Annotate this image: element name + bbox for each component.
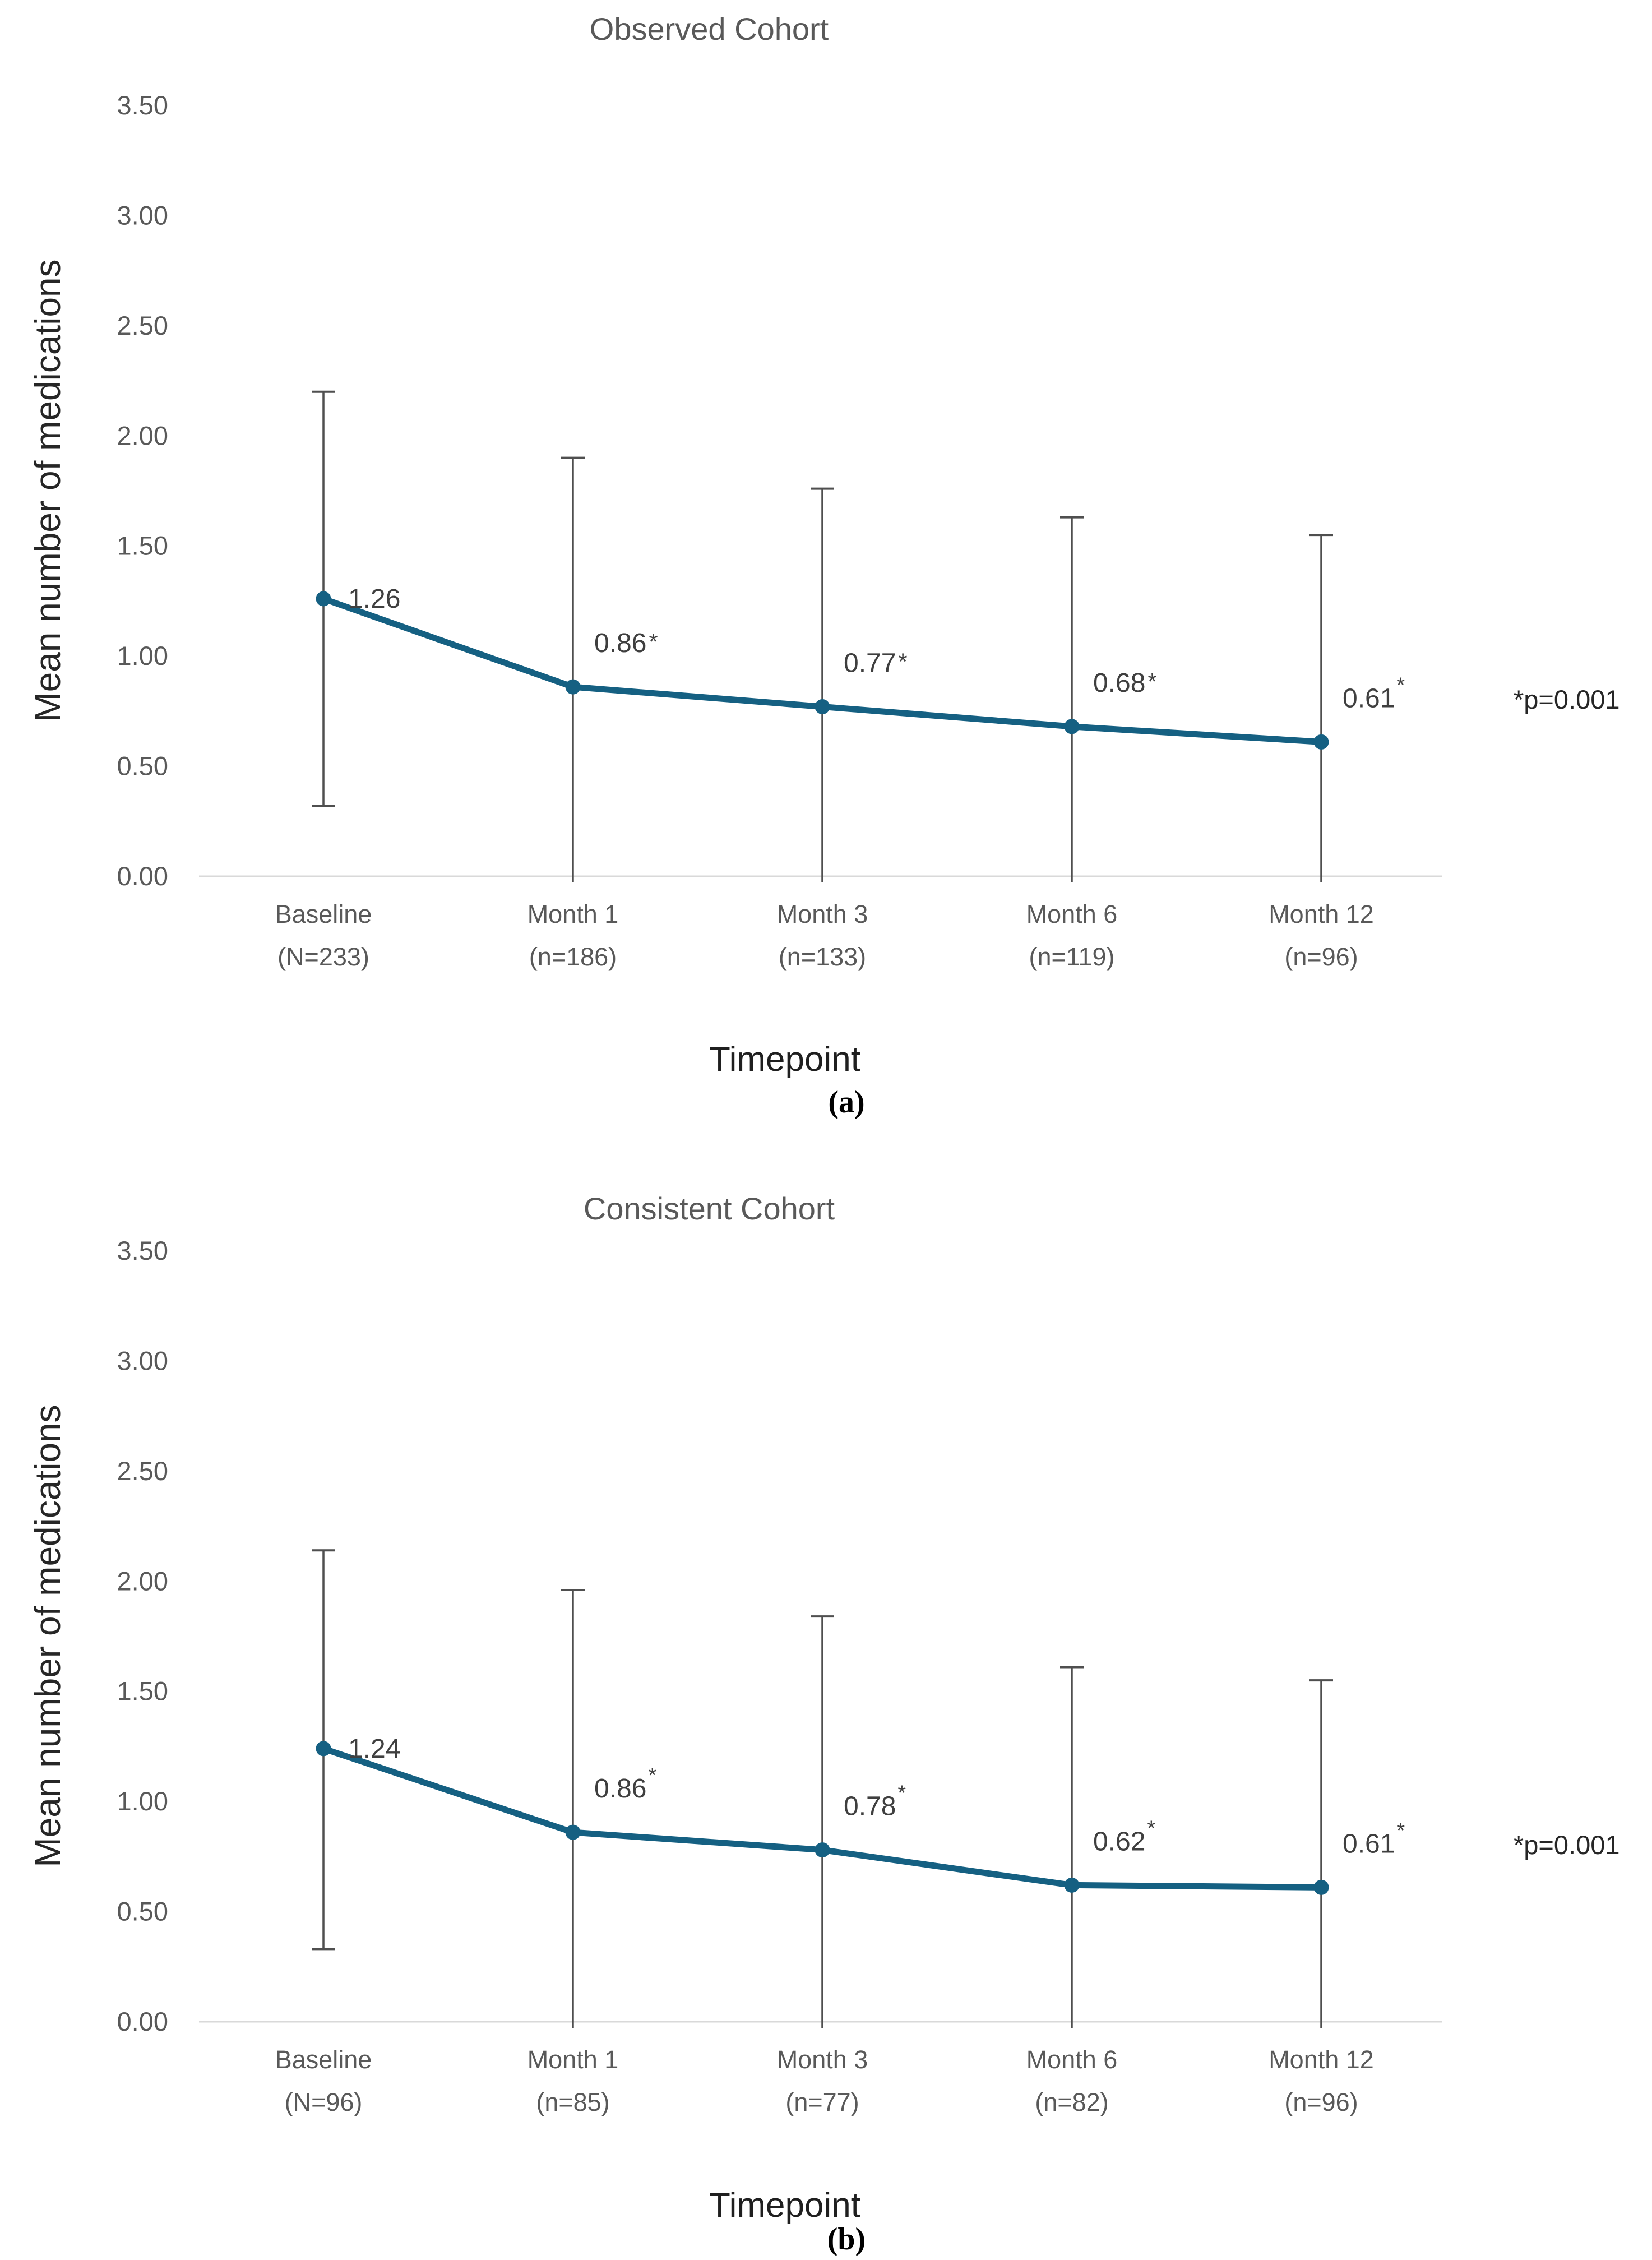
x-axis-title: Timepoint xyxy=(709,2186,860,2225)
x-category-count: (n=186) xyxy=(529,942,617,971)
consistent-cohort-plot: 3.50 3.00 2.50 2.00 1.50 1.00 0.50 0.00 1.24 0.86… xyxy=(117,1236,1442,2116)
x-category-count: (n=119) xyxy=(1029,942,1114,971)
data-point-label: 0.77* xyxy=(844,649,908,678)
x-category-count: (n=96) xyxy=(1284,942,1358,971)
chart-title: Observed Cohort xyxy=(589,11,829,47)
significance-note: *p=0.001 xyxy=(1514,685,1620,714)
significance-note: *p=0.001 xyxy=(1514,1830,1620,1860)
x-category-label: Baseline xyxy=(275,900,372,928)
x-category-count: (n=82) xyxy=(1035,2088,1108,2116)
data-point-label: 1.24 xyxy=(348,1734,400,1764)
x-category-label: Month 12 xyxy=(1269,2045,1374,2074)
x-category-count: (N=96) xyxy=(285,2088,363,2116)
y-tick-label: 2.00 xyxy=(117,1566,168,1596)
data-point-label: 0.68* xyxy=(1093,668,1157,698)
x-category-label: Month 3 xyxy=(777,2045,868,2074)
data-point-marker xyxy=(815,1842,830,1858)
data-point-label: 0.78* xyxy=(844,1782,906,1822)
y-tick-label: 1.00 xyxy=(117,641,168,671)
chart-panel-a: 3.50 3.00 2.50 2.00 1.50 1.00 0.50 0.00 1.26 0.86… xyxy=(27,11,1620,1120)
data-point-marker xyxy=(1313,1879,1329,1895)
y-tick-label: 0.00 xyxy=(117,861,168,891)
x-category-count: (n=96) xyxy=(1284,2088,1358,2116)
x-axis-title: Timepoint xyxy=(709,1040,860,1079)
y-tick-label: 3.00 xyxy=(117,200,168,230)
x-category-label: Month 1 xyxy=(527,2045,619,2074)
data-point-marker xyxy=(316,1741,331,1757)
y-tick-label: 1.00 xyxy=(117,1786,168,1816)
y-axis-title: Mean number of medications xyxy=(27,1404,68,1868)
x-category-label: Month 12 xyxy=(1269,900,1374,928)
y-tick-label: 3.00 xyxy=(117,1346,168,1375)
x-category-count: (n=77) xyxy=(785,2088,859,2116)
x-category-count: (n=85) xyxy=(536,2088,609,2116)
data-point-label: 0.86* xyxy=(594,1764,656,1804)
x-category-count: (N=233) xyxy=(277,942,369,971)
x-category-label: Month 3 xyxy=(777,900,868,928)
data-point-marker xyxy=(565,679,581,695)
data-point-marker xyxy=(1313,734,1329,750)
y-tick-label: 3.50 xyxy=(117,1236,168,1265)
y-tick-label: 0.50 xyxy=(117,751,168,781)
data-point-marker xyxy=(565,1824,581,1840)
y-tick-label: 3.50 xyxy=(117,90,168,120)
y-tick-label: 0.00 xyxy=(117,2007,168,2036)
data-point-marker xyxy=(1064,719,1080,734)
data-point-marker xyxy=(1064,1877,1080,1893)
y-axis-title: Mean number of medications xyxy=(27,259,68,722)
panel-marker-b: (b) xyxy=(827,2222,866,2257)
data-point-marker xyxy=(815,699,830,714)
y-tick-label: 2.00 xyxy=(117,420,168,450)
x-category-label: Month 6 xyxy=(1026,2045,1118,2074)
data-point-label: 0.61* xyxy=(1343,1819,1405,1859)
data-point-label: 0.86* xyxy=(594,628,658,658)
y-tick-label: 2.50 xyxy=(117,1456,168,1486)
data-point-label: 0.62* xyxy=(1093,1817,1155,1856)
y-tick-label: 0.50 xyxy=(117,1897,168,1926)
data-point-label: 1.26 xyxy=(348,584,400,614)
y-tick-label: 2.50 xyxy=(117,311,168,340)
chart-panel-b: 3.50 3.00 2.50 2.00 1.50 1.00 0.50 0.00 1.24 0.86… xyxy=(0,1130,1652,2260)
data-point-label: 0.61* xyxy=(1343,673,1405,713)
observed-cohort-plot: 3.50 3.00 2.50 2.00 1.50 1.00 0.50 0.00 1.26 0.86… xyxy=(117,90,1442,971)
y-tick-label: 1.50 xyxy=(117,1676,168,1706)
y-tick-label: 1.50 xyxy=(117,531,168,561)
x-category-label: Month 1 xyxy=(527,900,619,928)
x-category-label: Month 6 xyxy=(1026,900,1118,928)
chart-title: Consistent Cohort xyxy=(583,1191,835,1226)
data-point-marker xyxy=(316,591,331,607)
panel-marker-a: (a) xyxy=(828,1085,865,1120)
x-category-label: Baseline xyxy=(275,2045,372,2074)
x-category-count: (n=133) xyxy=(779,942,866,971)
